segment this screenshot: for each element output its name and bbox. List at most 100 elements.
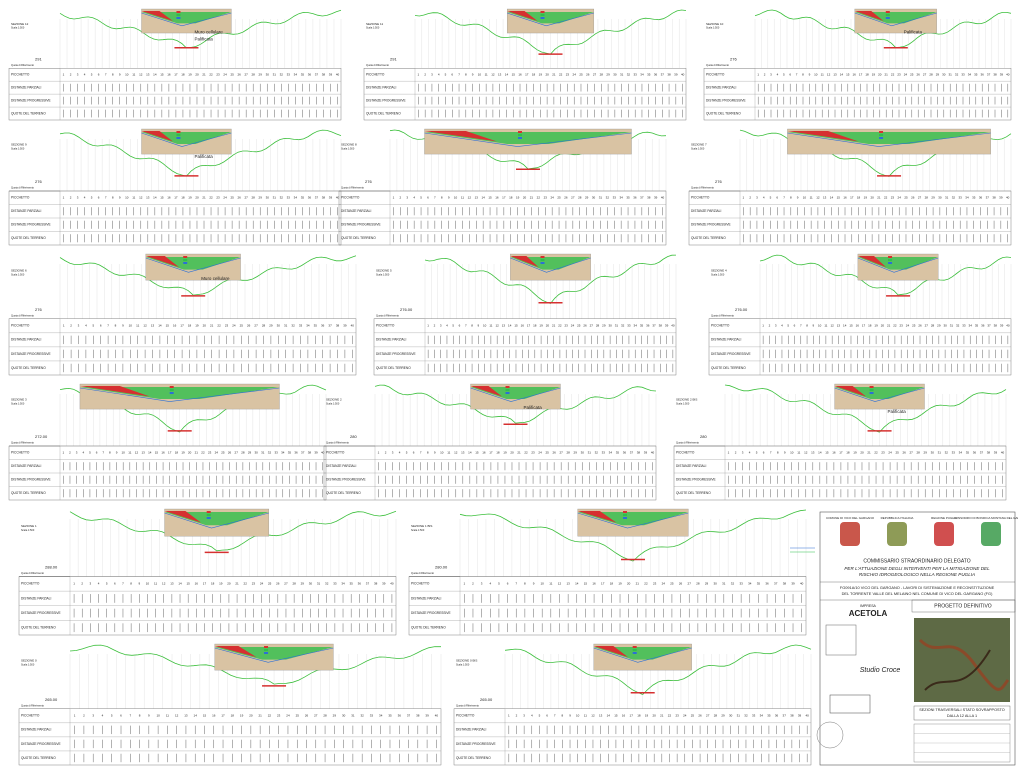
- picchetto-number: 9: [119, 196, 121, 200]
- picchetto-number: 19: [219, 582, 223, 586]
- picchetto-number: 33: [959, 196, 963, 200]
- picchetto-number: 21: [636, 582, 640, 586]
- title-frame: [819, 511, 1016, 766]
- picchetto-number: 33: [370, 714, 374, 718]
- picchetto-number: 27: [918, 196, 922, 200]
- legend-swatch: [869, 386, 874, 388]
- picchetto-number: 40: [1001, 451, 1005, 455]
- row-label: DISTANZE PARZIALI: [11, 338, 41, 342]
- picchetto-number: 21: [877, 196, 881, 200]
- picchetto-number: 4: [777, 73, 779, 77]
- phase-box: [911, 599, 1016, 613]
- datum-caption: Quota di Riferimento: [21, 704, 45, 707]
- picchetto-number: 17: [168, 451, 172, 455]
- picchetto-number: 1: [762, 324, 764, 328]
- picchetto-number: 22: [209, 73, 213, 77]
- picchetto-number: 24: [573, 73, 577, 77]
- picchetto-number: 27: [244, 196, 248, 200]
- datum-caption: Quota di Riferimento: [456, 704, 480, 707]
- picchetto-number: 23: [544, 196, 548, 200]
- picchetto-number: 4: [85, 324, 87, 328]
- picchetto-number: 25: [557, 196, 561, 200]
- logo: [840, 522, 860, 546]
- picchetto-number: 24: [260, 582, 264, 586]
- picchetto-number: 38: [992, 196, 996, 200]
- picchetto-number: 6: [459, 324, 461, 328]
- picchetto-number: 24: [898, 196, 902, 200]
- picchetto-number: 2: [385, 451, 387, 455]
- picchetto-number: 10: [818, 324, 822, 328]
- picchetto-number: 20: [188, 451, 192, 455]
- picchetto-number: 2: [70, 324, 72, 328]
- picchetto-number: 23: [881, 451, 885, 455]
- picchetto-number: 5: [111, 714, 113, 718]
- legend-swatch: [879, 131, 884, 133]
- row-label: QUOTE DEL TERRENO: [326, 491, 361, 495]
- water-line: [470, 387, 561, 402]
- fill-area: [510, 256, 539, 268]
- legend-swatch: [632, 652, 637, 654]
- picchetto-number: 10: [440, 451, 444, 455]
- picchetto-number: 39: [644, 451, 648, 455]
- row-label: PICCHETTO: [691, 196, 710, 200]
- picchetto-number: 9: [472, 73, 474, 77]
- picchetto-number: 20: [653, 714, 657, 718]
- picchetto-number: 13: [475, 196, 479, 200]
- picchetto-number: 39: [1000, 324, 1004, 328]
- picchetto-number: 10: [541, 582, 545, 586]
- picchetto-number: 2: [769, 324, 771, 328]
- legend-swatch: [632, 646, 637, 648]
- row-label: QUOTE DEL TERRENO: [11, 366, 46, 370]
- row-label: PICCHETTO: [11, 73, 30, 77]
- picchetto-number: 36: [973, 451, 977, 455]
- legend-swatch: [518, 134, 522, 136]
- logo: [981, 522, 1001, 546]
- picchetto-number: 26: [902, 451, 906, 455]
- picchetto-number: 9: [569, 714, 571, 718]
- picchetto-number: 4: [102, 714, 104, 718]
- picchetto-number: 16: [521, 324, 525, 328]
- picchetto-number: 32: [280, 196, 284, 200]
- datum-value: 288.00: [45, 565, 58, 570]
- picchetto-number: 18: [181, 73, 185, 77]
- seal: [816, 721, 844, 749]
- picchetto-number: 6: [114, 582, 116, 586]
- picchetto-number: 39: [791, 582, 795, 586]
- picchetto-number: 22: [558, 324, 562, 328]
- picchetto-number: 37: [315, 73, 319, 77]
- picchetto-number: 7: [770, 451, 772, 455]
- picchetto-number: 36: [321, 324, 325, 328]
- picchetto-number: 14: [194, 714, 198, 718]
- picchetto-number: 39: [343, 324, 347, 328]
- picchetto-number: 19: [539, 324, 543, 328]
- picchetto-number: 18: [846, 451, 850, 455]
- picchetto-number: 8: [471, 324, 473, 328]
- logo-caption: COMUNE DI VICO DEL GARGANO: [826, 516, 875, 520]
- datum-value: 280: [350, 434, 357, 439]
- water-line: [145, 257, 241, 273]
- row-label: PICCHETTO: [21, 582, 40, 586]
- section-title: SEZIONE 11: [366, 22, 383, 26]
- picchetto-number: 7: [465, 324, 467, 328]
- legend-swatch: [888, 259, 893, 261]
- row-label: PICCHETTO: [411, 582, 430, 586]
- picchetto-number: 25: [904, 196, 908, 200]
- picchetto-number: 25: [221, 451, 225, 455]
- picchetto-number: 4: [781, 324, 783, 328]
- picchetto-number: 27: [244, 73, 248, 77]
- picchetto-number: 5: [91, 196, 93, 200]
- picchetto-number: 12: [816, 196, 820, 200]
- picchetto-number: 2: [69, 451, 71, 455]
- picchetto-number: 8: [115, 324, 117, 328]
- picchetto-number: 35: [972, 196, 976, 200]
- picchetto-number: 36: [981, 324, 985, 328]
- picchetto-number: 15: [475, 451, 479, 455]
- project-title: DEL TORRENTE VALLE DEL MELAINO NEL COMUN…: [842, 591, 993, 596]
- picchetto-number: 18: [868, 324, 872, 328]
- picchetto-number: 35: [767, 714, 771, 718]
- picchetto-number: 17: [502, 196, 506, 200]
